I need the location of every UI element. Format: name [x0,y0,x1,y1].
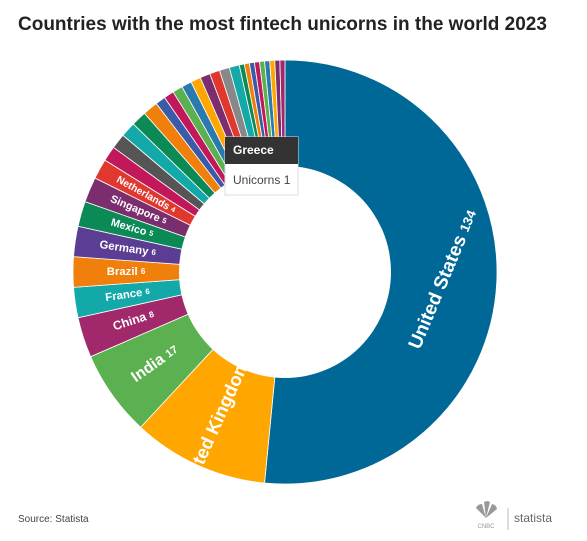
slice-label: Brazil 6 [107,266,146,278]
tooltip-header [225,137,298,164]
donut-hole [179,166,391,378]
slice-value: 4 [169,205,176,214]
slice-name: France [105,287,144,304]
tooltip: Greece Unicorns 1 [224,136,299,196]
chart-title: Countries with the most fintech unicorns… [18,14,547,35]
slice-value: 27 [239,339,259,358]
slice-value: 8 [148,309,156,320]
slice-value: 5 [148,228,155,238]
statista-logo: statista [514,511,552,525]
tooltip-text: Unicorns 1 [233,173,291,187]
slice-label: France 6 [105,286,152,304]
slice-value: 5 [161,216,168,226]
source: Source: Statista [18,514,89,525]
cnbc-logo: CNBC [476,501,497,530]
tooltip-label: Unicorns [233,173,280,187]
tooltip-value: 1 [284,173,291,187]
slice-value: 6 [141,267,146,276]
tooltip-title: Greece [233,143,274,157]
slice-value: 17 [163,344,180,361]
cnbc-text: CNBC [477,524,495,530]
slice-name: Brazil [107,266,138,278]
slice-value: 6 [145,287,151,297]
slice-value: 6 [151,248,157,258]
